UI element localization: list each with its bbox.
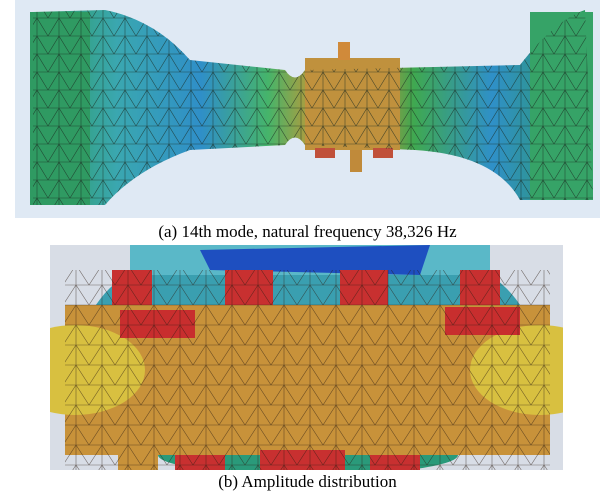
caption: (a) 14th mode, natural frequency 38,326 …	[158, 222, 457, 241]
caption: (b) Amplitude distribution	[218, 472, 397, 491]
panel-a-image	[15, 0, 600, 218]
panel-b-image	[50, 245, 563, 470]
